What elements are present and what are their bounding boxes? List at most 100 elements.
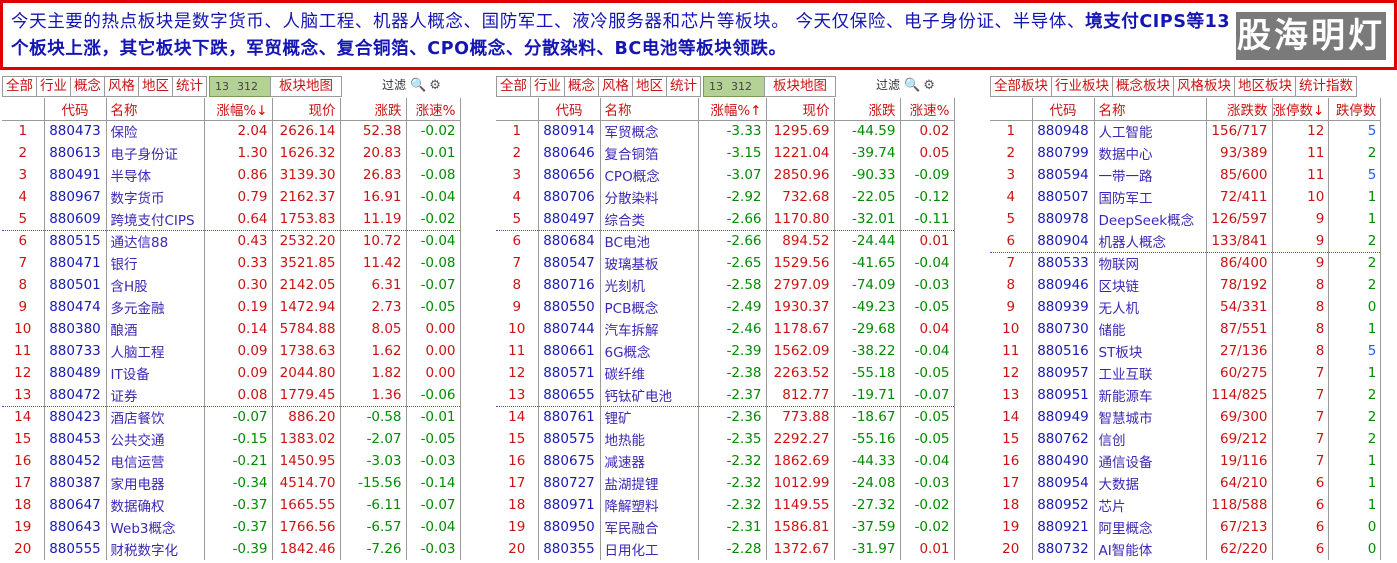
col-code[interactable]: 代码 <box>44 98 107 121</box>
table-row[interactable]: 7 880533 物联网 86/400 9 2 <box>990 252 1382 274</box>
tab-style[interactable]: 风格 <box>104 76 139 97</box>
tab-style-blocks[interactable]: 风格板块 <box>1173 76 1235 97</box>
table-row[interactable]: 3 880491 半导体 0.86 3139.30 26.83 -0.08 <box>2 164 461 186</box>
table-row[interactable]: 1 880473 保险 2.04 2626.14 52.38 -0.02 <box>2 120 461 142</box>
col-limit-down[interactable]: 跌停数 <box>1328 98 1382 121</box>
table-row[interactable]: 18 880952 芯片 118/588 6 1 <box>990 494 1382 516</box>
block-map-button[interactable]: 板块地图 <box>764 76 836 97</box>
col-up-total[interactable]: 涨跌数 <box>1206 98 1273 121</box>
table-row[interactable]: 3 880656 CPO概念 -3.07 2850.96 -90.33 -0.09 <box>496 164 955 186</box>
col-code[interactable]: 代码 <box>538 98 601 121</box>
table-row[interactable]: 17 880954 大数据 64/210 6 1 <box>990 472 1382 494</box>
table-row[interactable]: 13 880655 钙钛矿电池 -2.37 812.77 -19.71 -0.07 <box>496 384 955 407</box>
table-row[interactable]: 14 880423 酒店餐饮 -0.07 886.20 -0.58 -0.01 <box>2 406 461 428</box>
table-row[interactable]: 14 880949 智慧城市 69/300 7 2 <box>990 406 1382 428</box>
table-row[interactable]: 19 880950 军民融合 -2.31 1586.81 -37.59 -0.02 <box>496 516 955 538</box>
table-row[interactable]: 17 880727 盐湖提锂 -2.32 1012.99 -24.08 -0.03 <box>496 472 955 494</box>
table-row[interactable]: 16 880452 电信运营 -0.21 1450.95 -3.03 -0.03 <box>2 450 461 472</box>
table-row[interactable]: 8 880946 区块链 78/192 8 2 <box>990 274 1382 296</box>
tab-stats-index[interactable]: 统计指数 <box>1295 76 1357 97</box>
col-price[interactable]: 现价 <box>272 98 341 121</box>
table-row[interactable]: 20 880555 财税数字化 -0.39 1842.46 -7.26 -0.03 <box>2 538 461 560</box>
tab-concept[interactable]: 概念 <box>70 76 105 97</box>
table-row[interactable]: 10 880744 汽车拆解 -2.46 1178.67 -29.68 0.04 <box>496 318 955 340</box>
tab-concept-blocks[interactable]: 概念板块 <box>1112 76 1174 97</box>
table-row[interactable]: 10 880730 储能 87/551 8 1 <box>990 318 1382 340</box>
col-change[interactable]: 涨跌 <box>340 98 407 121</box>
table-row[interactable]: 1 880914 军贸概念 -3.33 1295.69 -44.59 0.02 <box>496 120 955 142</box>
tab-all[interactable]: 全部 <box>2 76 37 97</box>
table-row[interactable]: 14 880761 锂矿 -2.36 773.88 -18.67 -0.05 <box>496 406 955 428</box>
table-row[interactable]: 12 880957 工业互联 60/275 7 1 <box>990 362 1382 384</box>
table-row[interactable]: 2 880646 复合铜箔 -3.15 1221.04 -39.74 0.05 <box>496 142 955 164</box>
table-row[interactable]: 9 880474 多元金融 0.19 1472.94 2.73 -0.05 <box>2 296 461 318</box>
table-row[interactable]: 3 880594 一带一路 85/600 11 5 <box>990 164 1382 186</box>
tab-stats[interactable]: 统计 <box>666 76 701 97</box>
search-icon[interactable]: 🔍 <box>410 78 427 93</box>
table-row[interactable]: 1 880948 人工智能 156/717 12 5 <box>990 120 1382 142</box>
tab-region[interactable]: 地区 <box>138 76 173 97</box>
col-name[interactable]: 名称 <box>106 98 205 121</box>
filter-label[interactable]: 过滤 <box>876 78 901 92</box>
table-row[interactable]: 5 880978 DeepSeek概念 126/597 9 1 <box>990 208 1382 230</box>
col-price[interactable]: 现价 <box>766 98 835 121</box>
tab-industry-blocks[interactable]: 行业板块 <box>1051 76 1113 97</box>
table-row[interactable]: 15 880762 信创 69/212 7 2 <box>990 428 1382 450</box>
table-row[interactable]: 15 880453 公共交通 -0.15 1383.02 -2.07 -0.05 <box>2 428 461 450</box>
table-row[interactable]: 18 880971 降解塑料 -2.32 1149.55 -27.32 -0.02 <box>496 494 955 516</box>
table-row[interactable]: 17 880387 家用电器 -0.34 4514.70 -15.56 -0.14 <box>2 472 461 494</box>
tab-all-blocks[interactable]: 全部板块 <box>990 76 1052 97</box>
table-row[interactable]: 10 880380 酿酒 0.14 5784.88 8.05 0.00 <box>2 318 461 340</box>
gear-icon[interactable]: ⚙ <box>429 78 441 93</box>
search-icon[interactable]: 🔍 <box>904 78 921 93</box>
col-change-pct[interactable]: 涨幅%↑ <box>698 98 767 121</box>
table-row[interactable]: 2 880613 电子身份证 1.30 1626.32 20.83 -0.01 <box>2 142 461 164</box>
col-change-pct[interactable]: 涨幅%↓ <box>204 98 273 121</box>
table-row[interactable]: 13 880951 新能源车 114/825 7 2 <box>990 384 1382 406</box>
filter-label[interactable]: 过滤 <box>382 78 407 92</box>
table-row[interactable]: 19 880921 阿里概念 67/213 6 0 <box>990 516 1382 538</box>
col-name[interactable]: 名称 <box>600 98 699 121</box>
table-row[interactable]: 11 880733 人脑工程 0.09 1738.63 1.62 0.00 <box>2 340 461 362</box>
tab-industry[interactable]: 行业 <box>530 76 565 97</box>
tab-industry[interactable]: 行业 <box>36 76 71 97</box>
table-row[interactable]: 19 880643 Web3概念 -0.37 1766.56 -6.57 -0.04 <box>2 516 461 538</box>
table-row[interactable]: 6 880684 BC电池 -2.66 894.52 -24.44 0.01 <box>496 230 955 252</box>
table-row[interactable]: 12 880571 碳纤维 -2.38 2263.52 -55.18 -0.05 <box>496 362 955 384</box>
table-row[interactable]: 5 880497 综合类 -2.66 1170.80 -32.01 -0.11 <box>496 208 955 231</box>
table-row[interactable]: 7 880471 银行 0.33 3521.85 11.42 -0.08 <box>2 252 461 274</box>
tab-all[interactable]: 全部 <box>496 76 531 97</box>
table-row[interactable]: 16 880675 减速器 -2.32 1862.69 -44.33 -0.04 <box>496 450 955 472</box>
col-code[interactable]: 代码 <box>1032 98 1095 121</box>
table-row[interactable]: 8 880716 光刻机 -2.58 2797.09 -74.09 -0.03 <box>496 274 955 296</box>
table-row[interactable]: 20 880732 AI智能体 62/220 6 0 <box>990 538 1382 560</box>
col-speed[interactable]: 涨速% <box>900 98 955 121</box>
col-name[interactable]: 名称 <box>1094 98 1207 121</box>
table-row[interactable]: 6 880515 通达信88 0.43 2532.20 10.72 -0.04 <box>2 230 461 252</box>
table-row[interactable]: 11 880516 ST板块 27/136 8 5 <box>990 340 1382 362</box>
tab-style[interactable]: 风格 <box>598 76 633 97</box>
table-row[interactable]: 12 880489 IT设备 0.09 2044.80 1.82 0.00 <box>2 362 461 384</box>
table-row[interactable]: 7 880547 玻璃基板 -2.65 1529.56 -41.65 -0.04 <box>496 252 955 274</box>
table-row[interactable]: 8 880501 含H股 0.30 2142.05 6.31 -0.07 <box>2 274 461 296</box>
table-row[interactable]: 13 880472 证券 0.08 1779.45 1.36 -0.06 <box>2 384 461 407</box>
table-row[interactable]: 20 880355 日用化工 -2.28 1372.67 -31.97 0.01 <box>496 538 955 560</box>
block-map-button[interactable]: 板块地图 <box>270 76 342 97</box>
table-row[interactable]: 15 880575 地热能 -2.35 2292.27 -55.16 -0.05 <box>496 428 955 450</box>
col-limit-up[interactable]: 涨停数↓ <box>1272 98 1330 121</box>
col-speed[interactable]: 涨速% <box>406 98 461 121</box>
tab-region[interactable]: 地区 <box>632 76 667 97</box>
table-row[interactable]: 5 880609 跨境支付CIPS 0.64 1753.83 11.19 -0.02 <box>2 208 461 231</box>
col-change[interactable]: 涨跌 <box>834 98 901 121</box>
table-row[interactable]: 4 880967 数字货币 0.79 2162.37 16.91 -0.04 <box>2 186 461 208</box>
gear-icon[interactable]: ⚙ <box>923 78 935 93</box>
tab-region-blocks[interactable]: 地区板块 <box>1234 76 1296 97</box>
table-row[interactable]: 9 880550 PCB概念 -2.49 1930.37 -49.23 -0.05 <box>496 296 955 318</box>
table-row[interactable]: 16 880490 通信设备 19/116 7 1 <box>990 450 1382 472</box>
table-row[interactable]: 9 880939 无人机 54/331 8 0 <box>990 296 1382 318</box>
tab-concept[interactable]: 概念 <box>564 76 599 97</box>
table-row[interactable]: 11 880661 6G概念 -2.39 1562.09 -38.22 -0.04 <box>496 340 955 362</box>
table-row[interactable]: 18 880647 数据确权 -0.37 1665.55 -6.11 -0.07 <box>2 494 461 516</box>
table-row[interactable]: 6 880904 机器人概念 133/841 9 2 <box>990 230 1382 253</box>
table-row[interactable]: 2 880799 数据中心 93/389 11 2 <box>990 142 1382 164</box>
